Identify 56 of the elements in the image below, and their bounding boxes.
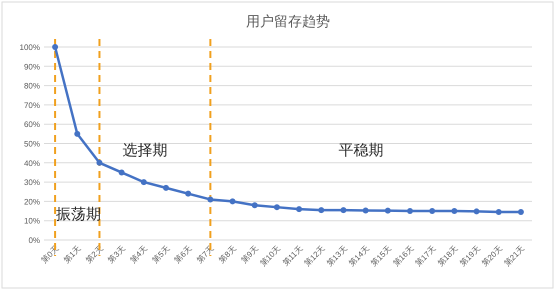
y-tick-label: 50% [24, 140, 40, 148]
annotation: 选择期 [122, 142, 168, 160]
point [318, 207, 324, 214]
x-tick-label: 第15天 [369, 244, 394, 268]
y-tick-label: 0% [28, 236, 40, 245]
point [518, 209, 524, 216]
x-tick-label: 第3天 [106, 244, 128, 265]
annotation: 振荡期 [56, 206, 102, 223]
point [496, 209, 502, 216]
point [185, 190, 192, 197]
y-tick-label: 80% [24, 82, 40, 91]
point [429, 208, 436, 214]
x-tick-label: 第9天 [239, 244, 260, 265]
x-tick-label: 第14天 [347, 244, 372, 268]
point [274, 204, 280, 210]
x-tick-label: 第20天 [480, 244, 504, 268]
x-tick-label: 第16天 [391, 244, 416, 268]
point [474, 208, 480, 214]
point [384, 208, 391, 214]
y-tick-label: 20% [24, 197, 40, 206]
point [118, 169, 125, 176]
point [451, 208, 458, 214]
point [140, 179, 147, 186]
x-tick-label: 第21天 [502, 244, 526, 268]
x-tick-label: 第5天 [150, 244, 172, 265]
point [74, 130, 80, 137]
x-tick-label: 第18天 [436, 244, 460, 268]
annotation: 平稳期 [338, 142, 384, 160]
x-tick-label: 第13天 [324, 244, 349, 268]
x-tick-label: 第4天 [128, 244, 150, 265]
x-tick-label: 第8天 [217, 244, 238, 265]
point [163, 184, 169, 191]
y-tick-label: 100% [20, 43, 40, 52]
y-tick-label: 30% [24, 178, 40, 188]
x-tick-label: 第11天 [280, 244, 305, 268]
point [296, 206, 302, 212]
x-tick-label: 第19天 [458, 244, 482, 268]
chart-title: 用户留存趋势 [246, 13, 330, 29]
point [340, 207, 346, 214]
point [252, 202, 258, 208]
point [230, 198, 236, 204]
x-tick-label: 第6天 [172, 244, 194, 265]
y-tick-label: 40% [24, 158, 40, 168]
x-tick-label: 第12天 [302, 244, 327, 268]
x-tick-label: 第17天 [414, 244, 438, 268]
point [407, 208, 413, 214]
point [207, 196, 214, 202]
y-tick-label: 70% [24, 100, 40, 110]
y-tick-label: 60% [24, 120, 40, 130]
point [52, 44, 58, 50]
point [362, 207, 369, 214]
y-tick-label: 10% [24, 216, 40, 226]
y-tick-label: 90% [24, 62, 40, 72]
x-tick-label: 第1天 [62, 244, 83, 265]
x-tick-label: 第10天 [258, 244, 282, 268]
point [96, 160, 102, 166]
